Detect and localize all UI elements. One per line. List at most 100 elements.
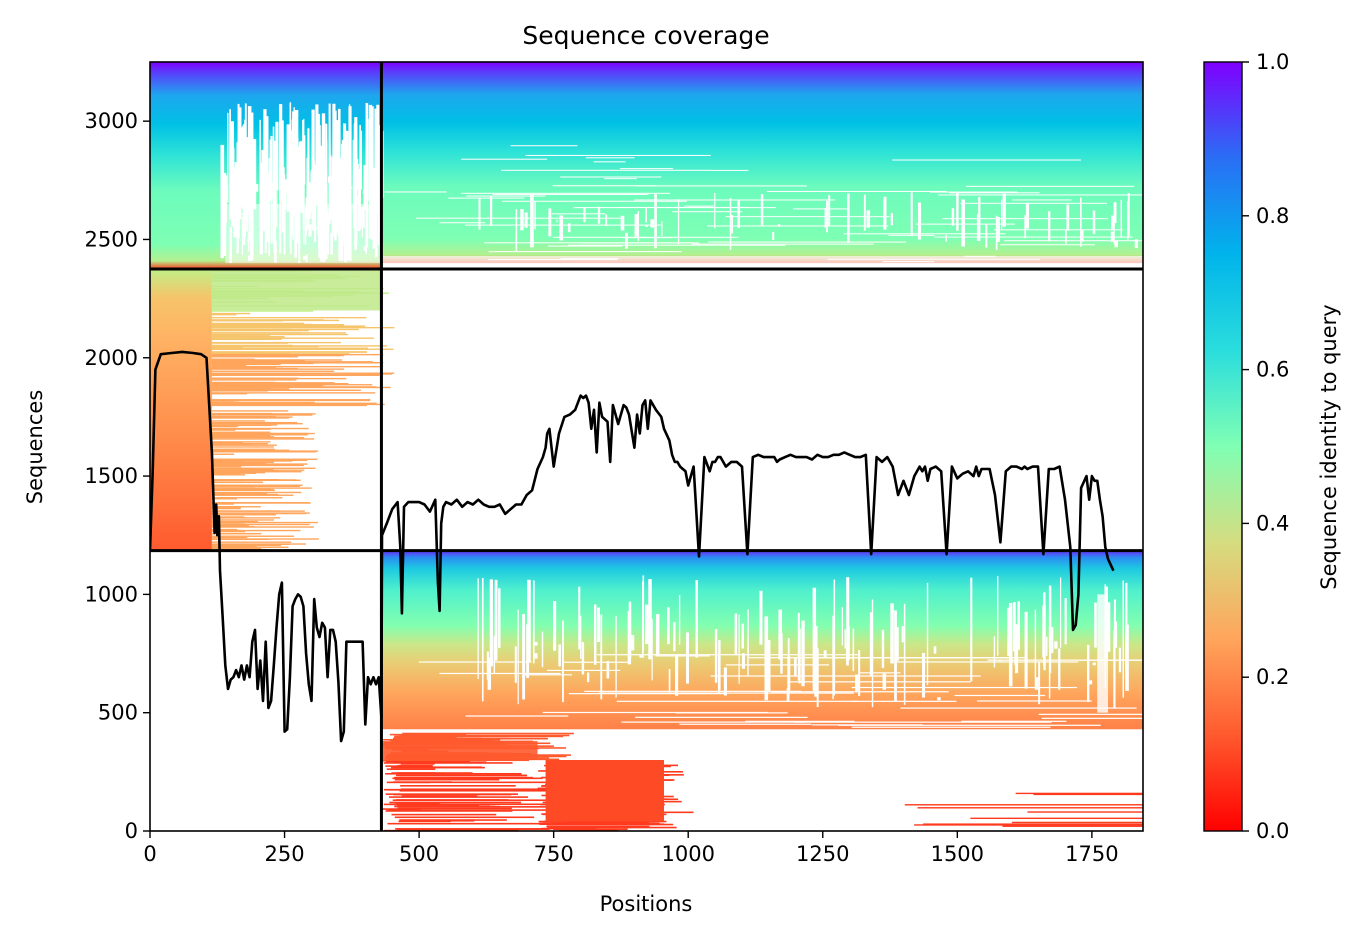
coverage-gap	[725, 664, 829, 666]
coverage-gap	[816, 648, 819, 708]
coverage-gap	[786, 688, 790, 702]
coverage-gap	[766, 190, 947, 192]
coverage-stripe	[211, 491, 302, 494]
coverage-stripe	[211, 401, 315, 404]
coverage-stripe	[211, 431, 271, 433]
coverage-gap	[1015, 629, 1019, 674]
plot-area	[150, 62, 1143, 831]
coverage-gap	[759, 590, 763, 645]
coverage-gap	[1046, 636, 1048, 656]
coverage-stripe	[211, 402, 377, 405]
coverage-gap	[970, 577, 973, 682]
coverage-gap	[317, 125, 321, 235]
coverage-gap	[679, 723, 812, 725]
coverage-gap	[937, 697, 941, 701]
coverage-stripe	[211, 316, 367, 319]
coverage-stripe	[211, 392, 376, 394]
coverage-stripe	[211, 348, 311, 350]
coverage-gap	[526, 624, 530, 678]
coverage-stripe	[393, 766, 482, 769]
coverage-gap	[910, 192, 913, 237]
x-tick-label: 1250	[796, 842, 849, 866]
coverage-gap	[1113, 599, 1117, 646]
coverage-stripe	[381, 741, 538, 761]
colorbar	[1203, 61, 1243, 832]
coverage-gap	[551, 213, 606, 215]
coverage-stripe	[211, 484, 303, 486]
coverage-gap	[532, 580, 535, 664]
coverage-gap	[942, 218, 1108, 220]
coverage-gap	[900, 707, 1137, 709]
coverage-gap	[948, 192, 1040, 194]
coverage-gap	[883, 196, 887, 230]
coverage-stripe	[211, 444, 277, 446]
coverage-stripe	[387, 789, 466, 791]
coverage-gap	[580, 615, 582, 659]
coverage-gap	[794, 657, 797, 677]
coverage-stripe	[211, 528, 238, 531]
coverage-stripe	[401, 734, 570, 737]
x-axis: 0 250 500 750 1000 1250 1500 1750	[143, 831, 1119, 866]
coverage-stripe	[211, 498, 238, 500]
coverage-stripe	[211, 323, 312, 326]
coverage-stripe	[398, 829, 519, 831]
coverage-stripe	[211, 529, 301, 532]
coverage-gap	[439, 222, 486, 224]
coverage-stripe	[211, 313, 237, 316]
coverage-stripe	[211, 544, 282, 547]
colorbar-tick-label: 0.8	[1256, 204, 1289, 228]
coverage-stripe	[211, 523, 310, 526]
coverage-gap	[222, 182, 227, 223]
x-tick-label: 250	[265, 842, 305, 866]
coverage-stripe	[211, 338, 282, 340]
coverage-stripe	[394, 816, 535, 819]
coverage-gaps	[220, 102, 1143, 728]
coverage-stripe	[393, 737, 457, 739]
coverage-stripe	[211, 465, 242, 468]
coverage-stripe	[211, 387, 240, 389]
coverage-gap	[797, 612, 800, 681]
coverage-stripe	[395, 774, 527, 777]
coverage-gap	[987, 659, 1143, 661]
coverage-stripe	[211, 379, 297, 381]
coverage-gap	[363, 165, 367, 210]
coverage-stripe	[211, 441, 271, 443]
coverage-gap	[1049, 621, 1052, 674]
coverage-gap	[1092, 210, 1096, 234]
block-chain-b-top	[381, 62, 1143, 264]
coverage-stripe	[211, 462, 267, 465]
coverage-gap	[871, 599, 874, 708]
coverage-gap	[710, 675, 981, 677]
coverage-gap	[655, 655, 711, 657]
y-tick-label: 2500	[85, 227, 138, 251]
coverage-gap	[1086, 644, 1090, 703]
coverage-stripe	[211, 358, 255, 360]
coverage-gap	[929, 191, 1018, 193]
coverage-gap	[993, 636, 996, 668]
coverage-stripe	[211, 388, 290, 390]
coverage-gap	[863, 194, 866, 231]
chart-title: Sequence coverage	[522, 21, 769, 50]
coverage-stripe	[211, 469, 305, 471]
coverage-gap	[345, 133, 348, 226]
coverage-stripe	[211, 524, 250, 527]
coverage-stripe	[211, 362, 255, 364]
coverage-gap	[1038, 662, 1041, 705]
coverage-gap	[1113, 202, 1117, 224]
coverage-gap	[718, 640, 721, 691]
plot-frame	[149, 61, 1144, 832]
coverage-gap	[615, 616, 617, 698]
coverage-gap	[348, 106, 352, 261]
coverage-stripe	[211, 453, 235, 455]
coverage-stripe	[211, 467, 316, 469]
coverage-gap	[678, 595, 681, 645]
coverage-stripe	[211, 424, 272, 427]
coverage-gap	[270, 135, 273, 244]
coverage-stripe	[393, 793, 512, 796]
coverage-gap	[655, 614, 660, 656]
coverage-gap	[1089, 680, 1093, 685]
coverage-gap	[710, 169, 749, 171]
coverage-stripe	[211, 479, 301, 481]
coverage-stripe	[398, 806, 577, 808]
coverage-gap	[745, 720, 855, 722]
